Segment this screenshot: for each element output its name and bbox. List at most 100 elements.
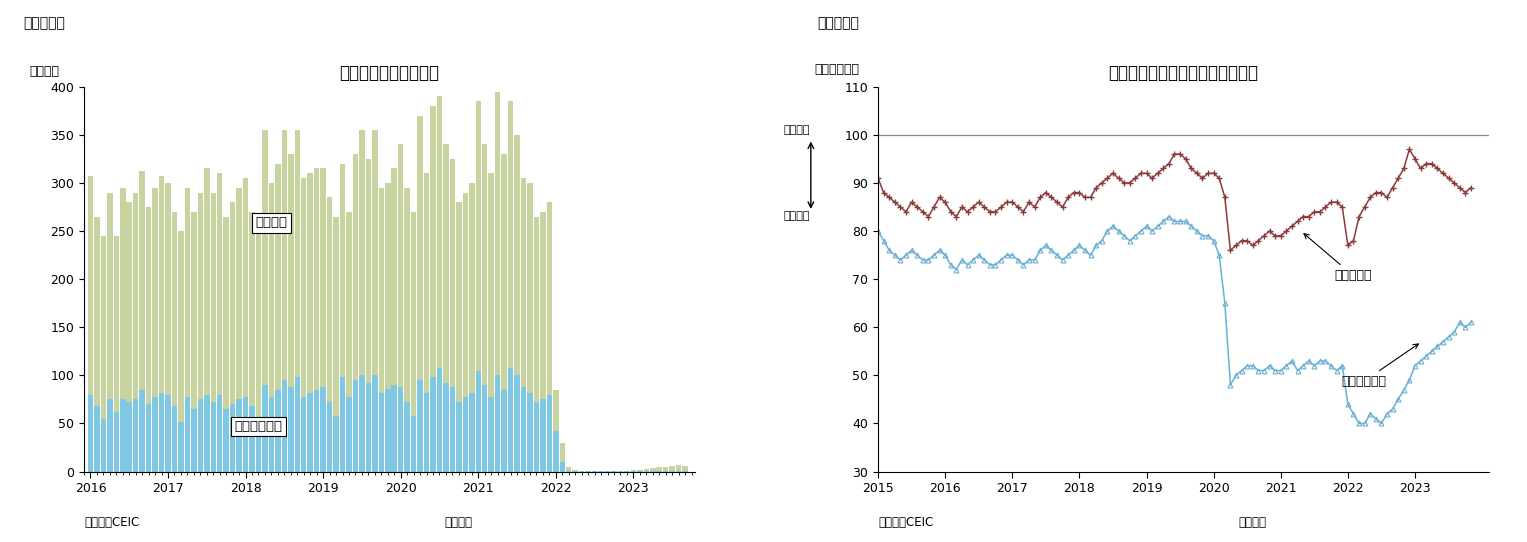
Bar bbox=[243, 178, 249, 397]
Bar bbox=[431, 377, 435, 472]
Bar bbox=[217, 395, 223, 472]
Bar bbox=[153, 397, 157, 472]
Bar bbox=[573, 469, 577, 471]
Bar bbox=[289, 154, 293, 387]
Bar bbox=[107, 399, 113, 472]
Bar bbox=[269, 397, 275, 472]
Bar bbox=[165, 395, 171, 472]
Bar bbox=[133, 192, 139, 399]
Text: 産業景況感: 産業景況感 bbox=[1304, 234, 1371, 282]
Bar bbox=[107, 192, 113, 399]
Bar bbox=[333, 217, 339, 416]
Bar bbox=[683, 466, 687, 470]
Bar bbox=[541, 399, 545, 472]
Bar bbox=[521, 178, 527, 387]
Bar bbox=[475, 101, 481, 371]
Bar bbox=[553, 431, 559, 472]
Bar bbox=[295, 130, 299, 377]
Bar bbox=[197, 399, 203, 472]
Text: （楽観）: （楽観） bbox=[783, 125, 809, 135]
Bar bbox=[127, 402, 131, 472]
Bar bbox=[475, 371, 481, 472]
Bar bbox=[663, 467, 669, 470]
Bar bbox=[353, 154, 359, 380]
Bar bbox=[611, 470, 617, 472]
Bar bbox=[592, 470, 597, 472]
Bar bbox=[87, 176, 93, 395]
Bar bbox=[263, 385, 267, 472]
Bar bbox=[301, 397, 307, 472]
Bar bbox=[223, 409, 229, 472]
Bar bbox=[501, 154, 507, 390]
Bar bbox=[147, 207, 151, 404]
Bar bbox=[281, 380, 287, 472]
Bar bbox=[365, 159, 371, 383]
Text: （図表３）: （図表３） bbox=[23, 16, 64, 30]
Bar bbox=[255, 231, 261, 422]
Bar bbox=[315, 169, 319, 390]
Bar bbox=[437, 367, 443, 472]
Bar bbox=[425, 173, 429, 392]
Bar bbox=[269, 183, 275, 397]
Bar bbox=[651, 470, 655, 472]
Bar bbox=[567, 467, 571, 470]
Bar bbox=[651, 468, 655, 470]
Text: （うち中国）: （うち中国） bbox=[235, 420, 282, 433]
Bar bbox=[483, 385, 487, 472]
Bar bbox=[321, 169, 325, 387]
Bar bbox=[579, 470, 585, 472]
Bar bbox=[489, 397, 493, 472]
Text: （万人）: （万人） bbox=[29, 65, 60, 78]
Bar bbox=[237, 188, 241, 399]
Bar bbox=[449, 159, 455, 387]
Bar bbox=[353, 380, 359, 472]
Bar bbox=[541, 212, 545, 399]
Bar bbox=[391, 169, 397, 385]
Bar bbox=[489, 173, 493, 397]
Text: （資料）CEIC: （資料）CEIC bbox=[84, 516, 139, 529]
Bar bbox=[275, 164, 281, 390]
Bar bbox=[417, 115, 423, 380]
Text: （月次）: （月次） bbox=[1238, 516, 1266, 529]
Bar bbox=[533, 402, 539, 472]
Bar bbox=[515, 375, 519, 472]
Bar bbox=[185, 397, 191, 472]
Bar bbox=[631, 469, 637, 471]
Title: タイの産業景況感と消費者信頼感: タイの産業景況感と消費者信頼感 bbox=[1109, 64, 1258, 82]
Bar bbox=[347, 397, 351, 472]
Bar bbox=[457, 402, 461, 472]
Bar bbox=[637, 469, 643, 471]
Bar bbox=[243, 397, 249, 472]
Bar bbox=[179, 231, 183, 422]
Bar bbox=[669, 470, 675, 472]
Bar bbox=[399, 145, 403, 387]
Bar bbox=[281, 130, 287, 380]
Bar bbox=[171, 406, 177, 472]
Bar bbox=[385, 183, 391, 389]
Bar bbox=[411, 212, 417, 416]
Bar bbox=[275, 390, 281, 472]
Bar bbox=[559, 462, 565, 472]
Bar bbox=[618, 470, 623, 472]
Bar bbox=[533, 217, 539, 402]
Bar bbox=[657, 470, 663, 472]
Bar bbox=[249, 212, 255, 406]
Bar bbox=[405, 188, 409, 402]
Bar bbox=[231, 202, 235, 404]
Bar bbox=[121, 399, 125, 472]
Bar bbox=[527, 183, 533, 392]
Bar bbox=[301, 178, 307, 397]
Bar bbox=[217, 173, 223, 395]
Bar bbox=[567, 470, 571, 472]
Bar bbox=[171, 212, 177, 406]
Bar bbox=[315, 390, 319, 472]
Bar bbox=[237, 399, 241, 472]
Bar bbox=[425, 392, 429, 472]
Bar bbox=[231, 404, 235, 472]
Bar bbox=[191, 212, 197, 409]
Bar bbox=[501, 390, 507, 472]
Text: （悲観）: （悲観） bbox=[783, 211, 809, 222]
Text: 訪問者数: 訪問者数 bbox=[255, 216, 287, 229]
Bar bbox=[469, 183, 475, 392]
Bar bbox=[373, 130, 377, 375]
